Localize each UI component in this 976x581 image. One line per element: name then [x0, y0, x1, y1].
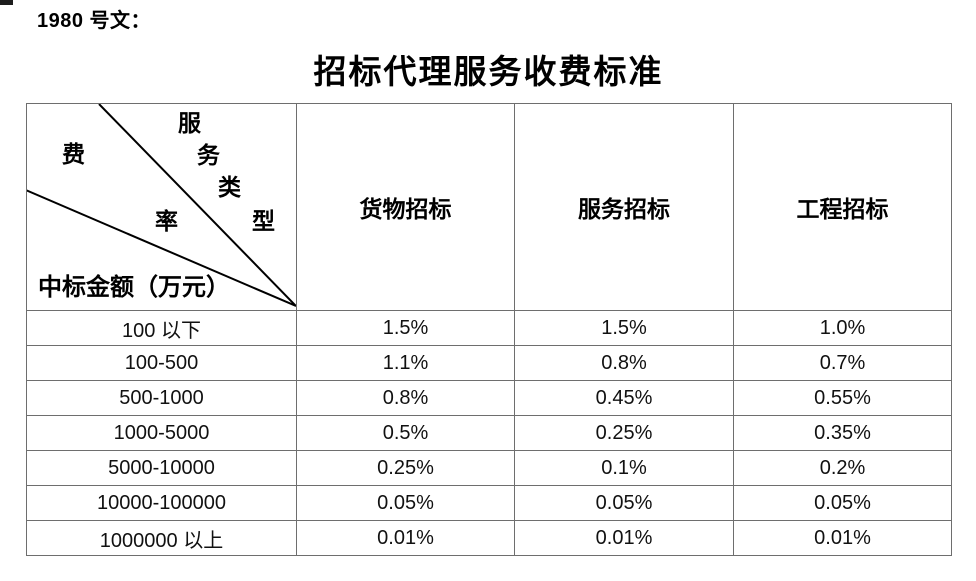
service-type-char-2: 务: [197, 143, 220, 168]
service-type-char-3: 类: [218, 175, 241, 200]
amount-cell: 1000000 以上: [26, 520, 297, 556]
engineering-rate-cell: 1.0%: [733, 310, 952, 346]
service-rate-cell: 0.1%: [514, 450, 734, 486]
service-type-char-4: 型: [252, 209, 275, 234]
goods-rate-cell: 0.25%: [296, 450, 515, 486]
corner-artifact: [0, 0, 13, 5]
column-header-goods: 货物招标: [296, 103, 515, 311]
amount-cell: 100 以下: [26, 310, 297, 346]
fee-rate-char-1: 费: [62, 142, 85, 167]
diagonal-header-cell: 服 务 类 型 费 率 中标金额（万元）: [26, 103, 297, 311]
table-row: 100 以下 1.5% 1.5% 1.0%: [26, 310, 952, 346]
table-row: 1000-5000 0.5% 0.25% 0.35%: [26, 415, 952, 451]
engineering-rate-cell: 0.35%: [733, 415, 952, 451]
diagonal-divider-lines: [27, 104, 296, 307]
service-rate-cell: 0.05%: [514, 485, 734, 521]
engineering-rate-cell: 0.55%: [733, 380, 952, 416]
amount-cell: 500-1000: [26, 380, 297, 416]
amount-cell: 10000-100000: [26, 485, 297, 521]
column-header-engineering: 工程招标: [733, 103, 952, 311]
goods-rate-cell: 0.01%: [296, 520, 515, 556]
engineering-rate-cell: 0.7%: [733, 345, 952, 381]
engineering-rate-cell: 0.01%: [733, 520, 952, 556]
table-row: 100-500 1.1% 0.8% 0.7%: [26, 345, 952, 381]
service-rate-cell: 0.8%: [514, 345, 734, 381]
service-rate-cell: 0.01%: [514, 520, 734, 556]
fee-table: 服 务 类 型 费 率 中标金额（万元） 货物招标 服务招标 工程招标 100 …: [26, 103, 952, 556]
doc-number: 1980 号文：: [37, 10, 152, 32]
table-header-row: 服 务 类 型 费 率 中标金额（万元） 货物招标 服务招标 工程招标: [26, 103, 952, 311]
table-row: 1000000 以上 0.01% 0.01% 0.01%: [26, 520, 952, 556]
table-row: 5000-10000 0.25% 0.1% 0.2%: [26, 450, 952, 486]
fee-rate-char-2: 率: [155, 209, 178, 234]
amount-cell: 100-500: [26, 345, 297, 381]
service-rate-cell: 1.5%: [514, 310, 734, 346]
service-rate-cell: 0.45%: [514, 380, 734, 416]
table-row: 500-1000 0.8% 0.45% 0.55%: [26, 380, 952, 416]
bid-amount-label: 中标金额（万元）: [38, 275, 230, 301]
table-row: 10000-100000 0.05% 0.05% 0.05%: [26, 485, 952, 521]
service-type-char-1: 服: [178, 111, 201, 136]
goods-rate-cell: 1.1%: [296, 345, 515, 381]
goods-rate-cell: 0.5%: [296, 415, 515, 451]
page-title: 招标代理服务收费标准: [313, 55, 664, 91]
engineering-rate-cell: 0.2%: [733, 450, 952, 486]
service-rate-cell: 0.25%: [514, 415, 734, 451]
amount-cell: 1000-5000: [26, 415, 297, 451]
goods-rate-cell: 0.8%: [296, 380, 515, 416]
column-header-service: 服务招标: [514, 103, 734, 311]
goods-rate-cell: 1.5%: [296, 310, 515, 346]
goods-rate-cell: 0.05%: [296, 485, 515, 521]
engineering-rate-cell: 0.05%: [733, 485, 952, 521]
amount-cell: 5000-10000: [26, 450, 297, 486]
